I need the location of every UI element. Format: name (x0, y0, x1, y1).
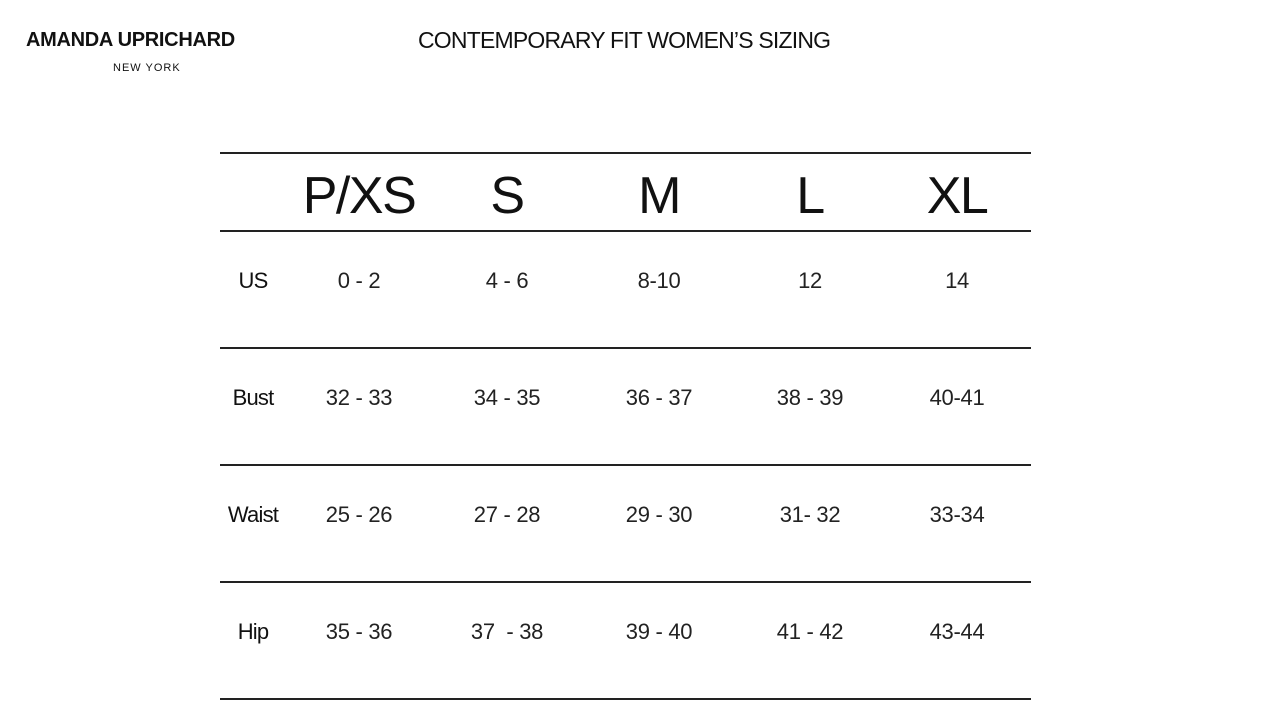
row-label: Bust (232, 385, 275, 410)
row-label: Waist (227, 502, 279, 527)
table-cell: 27 - 28 (473, 502, 541, 527)
page-title: CONTEMPORARY FIT WOMEN’S SIZING (418, 27, 831, 53)
table-rule (220, 581, 1031, 583)
table-cell: 33-34 (929, 502, 985, 527)
table-rule (220, 464, 1031, 466)
size-header: L (796, 167, 825, 225)
table-cell: 34 - 35 (473, 385, 541, 410)
table-cell: 37 - 38 (470, 619, 544, 644)
table-cell: 35 - 36 (325, 619, 393, 644)
size-header: P/XS (302, 167, 417, 225)
table-cell: 29 - 30 (625, 502, 693, 527)
table-cell: 41 - 42 (776, 619, 844, 644)
table-cell: 0 - 2 (337, 268, 381, 293)
table-rule (220, 230, 1031, 232)
table-cell: 12 (798, 268, 822, 293)
table-rule (220, 152, 1031, 154)
size-header: S (490, 167, 525, 225)
table-cell: 40-41 (929, 385, 985, 410)
brand-city: NEW YORK (113, 62, 181, 74)
table-cell: 36 - 37 (625, 385, 693, 410)
table-rule (220, 347, 1031, 349)
table-cell: 8-10 (637, 268, 681, 293)
table-cell: 25 - 26 (325, 502, 393, 527)
table-cell: 43-44 (929, 619, 985, 644)
table-rule (220, 698, 1031, 700)
table-cell: 38 - 39 (776, 385, 844, 410)
brand-logo: AMANDA UPRICHARD (26, 29, 235, 51)
table-cell: 32 - 33 (325, 385, 393, 410)
row-label: Hip (237, 619, 269, 644)
row-label: US (238, 268, 269, 293)
table-cell: 4 - 6 (485, 268, 529, 293)
size-header: XL (926, 167, 989, 225)
size-header: M (638, 167, 681, 225)
table-cell: 39 - 40 (625, 619, 693, 644)
table-cell: 14 (945, 268, 969, 293)
table-cell: 31- 32 (779, 502, 841, 527)
